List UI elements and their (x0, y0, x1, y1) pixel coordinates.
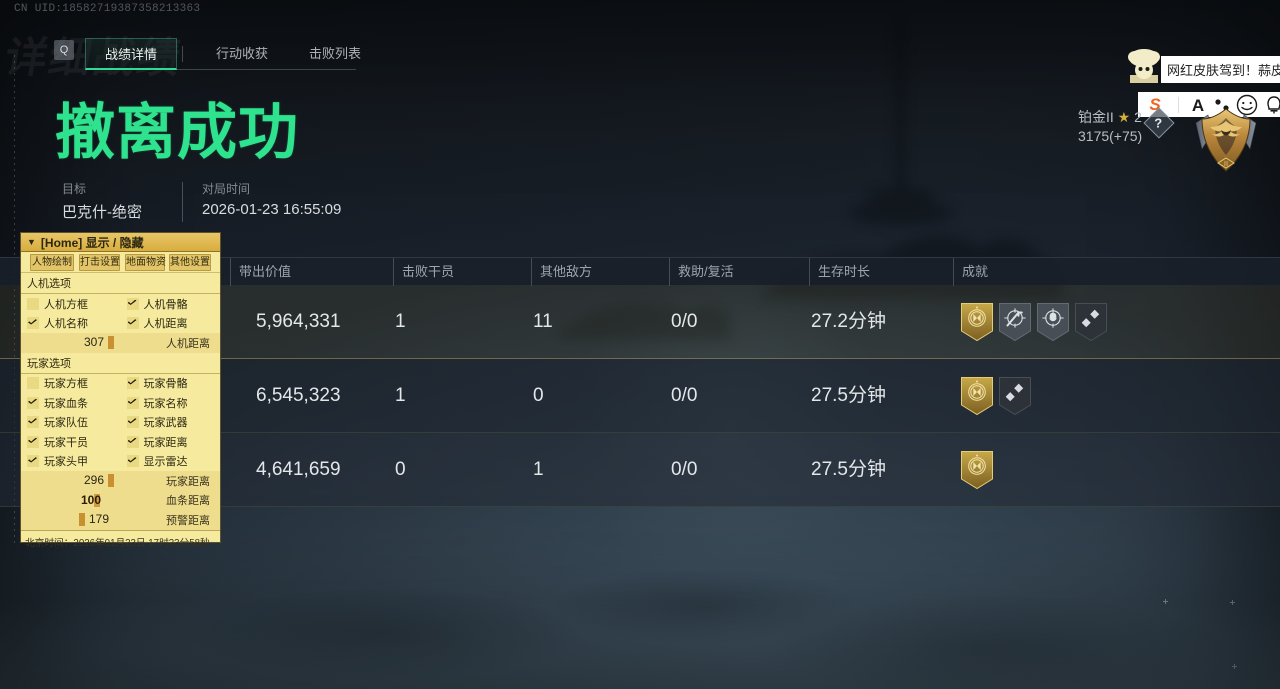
svg-text:II: II (1224, 159, 1228, 168)
